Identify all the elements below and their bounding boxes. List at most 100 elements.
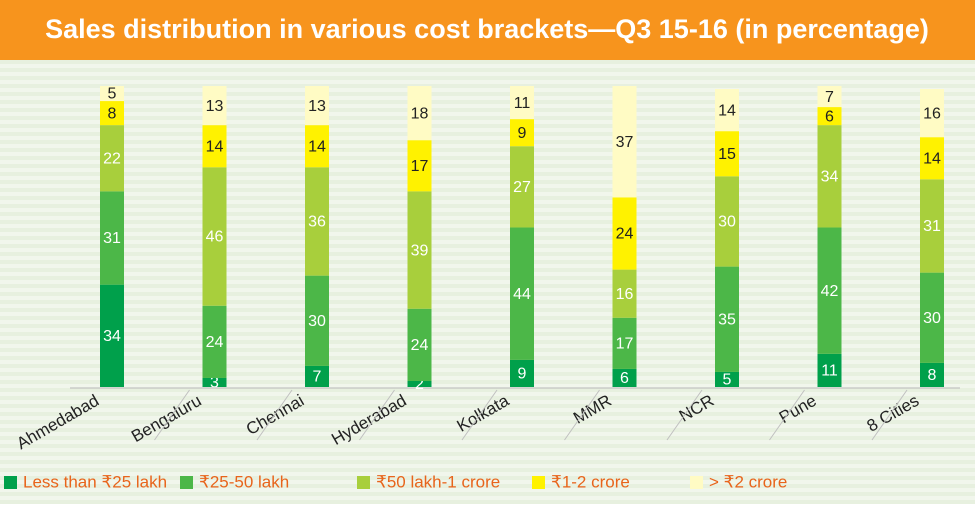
bar-segment bbox=[100, 284, 124, 387]
data-label: 13 bbox=[308, 98, 326, 115]
data-label: 8 bbox=[928, 367, 937, 384]
data-label: 30 bbox=[308, 313, 326, 330]
data-label: 3 bbox=[210, 375, 219, 392]
bar-segment bbox=[202, 305, 227, 378]
data-label: 39 bbox=[411, 242, 429, 259]
bar-segment bbox=[920, 89, 944, 138]
legend-swatch bbox=[180, 476, 193, 489]
bar-segment bbox=[202, 377, 227, 387]
data-label: 22 bbox=[103, 150, 121, 167]
bar-segment bbox=[305, 125, 329, 168]
data-label: 31 bbox=[923, 218, 941, 235]
divider bbox=[359, 389, 395, 441]
bar-segment bbox=[407, 191, 432, 309]
data-label: 17 bbox=[616, 336, 634, 353]
bar-segment bbox=[100, 125, 124, 192]
data-label: 11 bbox=[821, 363, 838, 380]
data-label: 9 bbox=[518, 366, 527, 383]
bar-segment bbox=[305, 365, 329, 387]
data-label: 30 bbox=[923, 310, 941, 327]
legend-swatch bbox=[4, 476, 17, 489]
data-label: 8 bbox=[108, 105, 117, 122]
data-label: 17 bbox=[411, 158, 429, 175]
bar-segment bbox=[407, 86, 432, 141]
bar-segment bbox=[920, 137, 944, 180]
bar-segment bbox=[510, 119, 534, 147]
divider bbox=[666, 389, 703, 441]
bar-segment bbox=[612, 86, 637, 198]
data-label: 14 bbox=[308, 138, 326, 155]
data-label: 14 bbox=[206, 138, 224, 155]
data-label: 35 bbox=[718, 311, 736, 328]
chart-title: Sales distribution in various cost brack… bbox=[45, 14, 929, 44]
legend-swatch bbox=[690, 476, 703, 489]
data-label: 18 bbox=[411, 105, 429, 122]
data-label: 7 bbox=[313, 369, 322, 386]
bar-segment bbox=[510, 86, 534, 120]
bar-segment bbox=[305, 167, 329, 276]
data-label: 24 bbox=[411, 337, 429, 354]
title-banner bbox=[0, 0, 975, 60]
bar-segment bbox=[920, 362, 944, 387]
data-label: 46 bbox=[206, 229, 224, 246]
data-label: 15 bbox=[718, 146, 736, 163]
legend-label: ₹50 lakh-1 crore bbox=[376, 472, 500, 491]
data-label: 14 bbox=[923, 150, 941, 167]
data-label: 24 bbox=[616, 226, 634, 243]
data-label: 13 bbox=[206, 98, 224, 115]
bar-segment bbox=[202, 125, 227, 168]
bar-segment bbox=[817, 86, 842, 108]
data-label: 5 bbox=[723, 372, 732, 389]
bar-segment bbox=[407, 140, 432, 192]
data-label: 34 bbox=[103, 328, 121, 345]
bar-segment bbox=[202, 86, 227, 126]
bar-segment bbox=[510, 146, 534, 228]
divider bbox=[256, 389, 293, 441]
data-label: 30 bbox=[718, 214, 736, 231]
bar-segment bbox=[817, 125, 842, 228]
data-label: 37 bbox=[616, 134, 634, 151]
bar-segment bbox=[510, 227, 534, 360]
data-label: 11 bbox=[514, 95, 531, 112]
legend-label: ₹25-50 lakh bbox=[199, 472, 289, 491]
data-label: 16 bbox=[616, 286, 634, 303]
bar-segment bbox=[100, 86, 124, 102]
data-label: 44 bbox=[513, 286, 531, 303]
legend-label: Less than ₹25 lakh bbox=[23, 472, 167, 491]
legend-swatch bbox=[532, 476, 545, 489]
divider bbox=[769, 389, 805, 441]
bar-segment bbox=[817, 107, 842, 126]
legend-swatch bbox=[357, 476, 370, 489]
data-label: 7 bbox=[825, 89, 834, 106]
bar-segment bbox=[612, 269, 637, 318]
bar-segment bbox=[100, 191, 124, 285]
legend-label: ₹1-2 crore bbox=[551, 472, 630, 491]
divider bbox=[564, 389, 600, 441]
bar-segment bbox=[407, 380, 432, 387]
data-label: 5 bbox=[108, 86, 117, 103]
bar-segment bbox=[305, 86, 329, 126]
bar-segment bbox=[920, 272, 944, 363]
bar-segment bbox=[715, 131, 739, 177]
data-label: 36 bbox=[308, 214, 326, 231]
bar-segment bbox=[715, 89, 739, 132]
bar-segment bbox=[100, 101, 124, 126]
divider bbox=[871, 389, 908, 441]
data-label: 2 bbox=[415, 376, 424, 393]
bar-segment bbox=[202, 167, 227, 306]
bar-segment bbox=[715, 176, 739, 267]
bar-segment bbox=[612, 368, 637, 387]
divider bbox=[461, 389, 498, 441]
bar-segment bbox=[715, 266, 739, 372]
data-label: 6 bbox=[620, 370, 629, 387]
data-label: 14 bbox=[718, 102, 736, 119]
data-label: 27 bbox=[513, 179, 531, 196]
bar-segment bbox=[612, 197, 637, 270]
bar-segment bbox=[305, 275, 329, 366]
bar-segment bbox=[715, 371, 739, 387]
bar-segment bbox=[612, 317, 637, 369]
bar-segment bbox=[817, 227, 842, 354]
data-label: 24 bbox=[206, 334, 224, 351]
